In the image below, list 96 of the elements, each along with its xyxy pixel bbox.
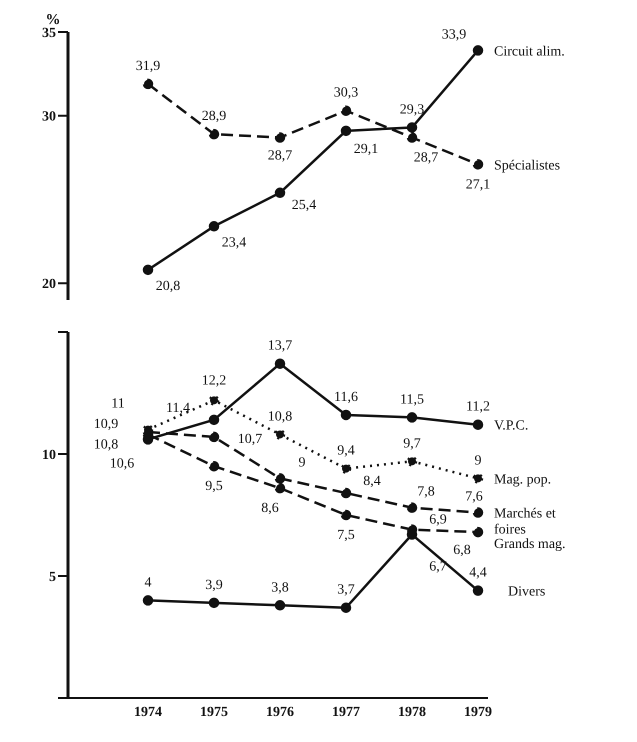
point <box>274 188 286 198</box>
data-label: 28,9 <box>202 109 226 124</box>
x-tick-label: 1977 <box>332 704 360 720</box>
point <box>340 488 352 498</box>
point <box>472 585 484 596</box>
point <box>142 264 154 276</box>
data-label: 11,5 <box>400 392 424 408</box>
data-label: 7,6 <box>465 490 483 505</box>
data-label: 6,8 <box>453 543 471 558</box>
series-label: V.P.C. <box>494 418 528 434</box>
data-label: 30,3 <box>334 86 358 101</box>
data-label: 33,9 <box>442 27 466 42</box>
data-label: 3,9 <box>205 578 223 593</box>
data-label: 10,6 <box>110 456 134 472</box>
y-tick-label: 30 <box>42 110 56 125</box>
data-label: 11,4 <box>166 400 190 416</box>
data-label: 9,4 <box>337 444 355 459</box>
point <box>406 122 418 133</box>
series-label: Circuit alim. <box>494 44 565 60</box>
point <box>274 482 286 494</box>
x-tick-label: 1974 <box>134 704 162 720</box>
point <box>340 410 352 420</box>
point <box>274 429 286 440</box>
point <box>472 419 484 430</box>
data-label: 6,9 <box>429 512 447 528</box>
x-tick-label: 1975 <box>200 704 228 720</box>
point <box>142 595 154 606</box>
data-label: 11,2 <box>466 400 490 415</box>
data-label: 7,5 <box>337 528 355 543</box>
point <box>406 132 418 143</box>
data-label: 9 <box>298 455 306 470</box>
data-label: 28,7 <box>414 150 438 166</box>
data-label: 11 <box>111 396 125 412</box>
point <box>208 460 220 472</box>
data-label: 10,7 <box>238 432 262 447</box>
data-label: 11,6 <box>334 390 358 405</box>
data-label: 10,8 <box>94 437 118 452</box>
point <box>142 78 154 90</box>
point <box>208 598 220 608</box>
y-tick-label: 35 <box>42 26 56 41</box>
data-label: 8,6 <box>261 501 279 516</box>
point <box>406 412 418 423</box>
data-label: 28,7 <box>268 148 292 164</box>
point <box>472 526 484 538</box>
point <box>472 507 484 518</box>
data-label: 4 <box>144 575 152 590</box>
data-label: 9 <box>474 453 482 468</box>
data-label: 3,7 <box>337 582 355 598</box>
series-label: Spécialistes <box>494 158 560 174</box>
data-label: 8,4 <box>363 474 381 490</box>
point <box>340 126 352 136</box>
point <box>340 463 352 474</box>
x-tick-label: 1979 <box>464 704 492 720</box>
data-label: 10,9 <box>94 417 118 432</box>
point <box>208 432 220 442</box>
data-label: 7,8 <box>417 484 435 500</box>
data-label: 13,7 <box>268 338 292 354</box>
data-label: 4,4 <box>469 566 487 581</box>
series-label: Marchés et foires <box>494 506 556 538</box>
data-label: 29,3 <box>400 102 424 118</box>
data-label: 9,7 <box>403 436 421 452</box>
point <box>274 600 286 611</box>
series-label: Mag. pop. <box>494 472 552 488</box>
data-label: 25,4 <box>292 198 316 213</box>
point <box>208 395 220 406</box>
data-label: 3,8 <box>271 580 289 596</box>
point <box>274 358 286 369</box>
data-label: 10,8 <box>268 409 292 424</box>
point <box>208 128 220 140</box>
data-label: 31,9 <box>136 58 160 74</box>
y-tick-label: 10 <box>42 448 56 463</box>
data-label: 12,2 <box>202 373 226 388</box>
point <box>274 132 286 143</box>
point <box>472 45 484 56</box>
y-axis-title: % <box>46 12 60 28</box>
data-label: 23,4 <box>222 235 246 250</box>
point <box>208 221 220 232</box>
point <box>340 105 352 116</box>
y-tick-label: 20 <box>42 277 56 292</box>
point <box>406 502 418 513</box>
point <box>472 159 484 170</box>
data-label: 20,8 <box>156 278 180 294</box>
series-label: Grands mag. <box>494 537 566 552</box>
point <box>472 473 484 484</box>
data-label: 27,1 <box>466 177 490 192</box>
data-label: 29,1 <box>354 142 378 157</box>
point <box>208 414 220 426</box>
data-label: 9,5 <box>205 479 223 494</box>
point <box>406 456 418 467</box>
series-label: Divers <box>508 584 546 600</box>
point <box>340 510 352 520</box>
point <box>340 602 352 613</box>
x-tick-label: 1976 <box>266 704 294 720</box>
x-tick-label: 1978 <box>398 704 426 720</box>
point <box>274 473 286 484</box>
y-tick-label: 5 <box>49 570 56 585</box>
